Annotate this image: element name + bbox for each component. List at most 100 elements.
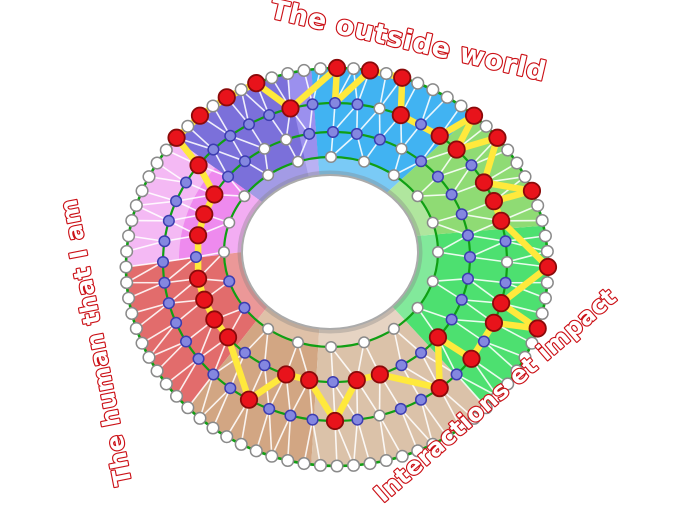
white-node [193, 411, 207, 425]
red-node [327, 58, 347, 78]
donut-hole [237, 170, 423, 334]
purple-node [242, 118, 256, 131]
white-node [535, 306, 549, 321]
red-node [484, 192, 504, 211]
purple-node [224, 129, 237, 142]
white-node [280, 133, 293, 146]
white-node [122, 291, 136, 305]
red-node [538, 257, 558, 277]
white-node [170, 389, 184, 403]
purple-node [445, 188, 458, 201]
white-node [125, 306, 139, 321]
white-node [181, 401, 195, 415]
purple-node [179, 176, 193, 189]
white-node [479, 119, 493, 133]
white-node [291, 336, 304, 349]
white-node [120, 244, 134, 258]
white-node [373, 409, 386, 422]
white-node [142, 170, 156, 184]
red-node [428, 328, 448, 347]
white-node [142, 350, 156, 364]
white-node [510, 156, 524, 170]
purple-node [258, 359, 271, 372]
red-node [447, 140, 466, 159]
red-node [430, 379, 449, 398]
purple-node [326, 125, 340, 139]
red-node [189, 156, 208, 175]
white-node [373, 102, 386, 115]
white-node [262, 322, 275, 335]
red-node [167, 128, 186, 147]
purple-node [238, 155, 251, 168]
white-node [358, 336, 371, 349]
white-node [159, 377, 173, 391]
red-node [391, 106, 410, 125]
purple-node [170, 316, 183, 329]
red-node [188, 226, 208, 245]
purple-node [350, 127, 363, 140]
purple-node [414, 118, 428, 131]
purple-node [395, 359, 408, 372]
purple-node [306, 413, 319, 426]
purple-node [192, 352, 205, 365]
purple-node [499, 276, 512, 289]
white-node [467, 411, 481, 425]
purple-node [351, 98, 364, 111]
purple-node [306, 98, 319, 111]
white-node [395, 449, 409, 463]
white-node [411, 76, 425, 90]
purple-node [499, 235, 512, 248]
white-node [500, 255, 514, 269]
white-node [379, 453, 393, 468]
purple-node [158, 235, 171, 248]
purple-node [207, 368, 220, 381]
sector-blue [311, 68, 473, 193]
purple-node [455, 293, 468, 306]
white-node [363, 457, 377, 471]
red-node [205, 185, 224, 204]
purple-node [461, 229, 474, 242]
purple-node [465, 159, 478, 172]
red-node [360, 61, 380, 80]
white-node [535, 213, 549, 228]
purple-node [326, 375, 340, 389]
white-node [431, 245, 445, 259]
white-node [324, 340, 338, 354]
white-node [411, 444, 425, 458]
purple-node [162, 297, 175, 310]
white-node [501, 377, 515, 391]
white-node [387, 322, 400, 335]
red-node [218, 328, 238, 347]
white-node [538, 229, 552, 243]
purple-node [162, 214, 175, 227]
white-node [135, 184, 149, 198]
white-node [426, 275, 439, 288]
purple-node [415, 346, 428, 359]
red-node [430, 126, 449, 145]
sector-green [392, 225, 548, 408]
white-node [490, 389, 504, 403]
white-node [411, 301, 424, 314]
purple-node [222, 170, 235, 183]
white-node [220, 430, 234, 444]
purple-node [394, 402, 407, 415]
white-node [234, 83, 248, 97]
white-node [518, 350, 532, 364]
purple-node [223, 275, 236, 288]
purple-node [328, 96, 342, 110]
white-node [540, 244, 554, 258]
purple-node [238, 346, 251, 359]
white-node [426, 437, 440, 451]
purple-node [461, 272, 474, 285]
red-node [205, 310, 224, 329]
red-node [325, 411, 345, 431]
white-node [206, 421, 220, 435]
white-node [120, 276, 134, 290]
white-node [249, 444, 263, 458]
sector-tan-light [311, 306, 487, 466]
red-node [247, 74, 266, 93]
white-node [258, 142, 271, 155]
white-node [265, 71, 279, 85]
